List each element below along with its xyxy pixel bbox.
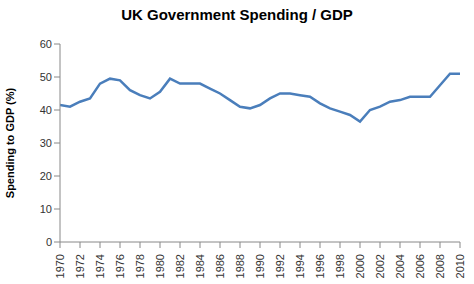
svg-text:10: 10 — [40, 203, 52, 215]
svg-text:1984: 1984 — [194, 254, 206, 278]
svg-text:2000: 2000 — [354, 254, 366, 278]
svg-text:1998: 1998 — [334, 254, 346, 278]
svg-text:1994: 1994 — [294, 254, 306, 278]
svg-text:Spending to GDP (%): Spending to GDP (%) — [8, 87, 16, 198]
svg-text:1976: 1976 — [114, 254, 126, 278]
svg-text:1978: 1978 — [134, 254, 146, 278]
html-text:UK Government Spending / GDP: UK Government Spending / GDP — [121, 6, 353, 23]
svg-text:1988: 1988 — [234, 254, 246, 278]
svg-text:1972: 1972 — [74, 254, 86, 278]
svg-text:20: 20 — [40, 170, 52, 182]
svg-text:50: 50 — [40, 71, 52, 83]
svg-text:1970: 1970 — [54, 254, 66, 278]
svg-text:1990: 1990 — [254, 254, 266, 278]
svg-text:0: 0 — [46, 236, 52, 248]
svg-text:60: 60 — [40, 38, 52, 50]
svg-text:30: 30 — [40, 137, 52, 149]
svg-text:40: 40 — [40, 104, 52, 116]
svg-text:1980: 1980 — [154, 254, 166, 278]
svg-text:2008: 2008 — [434, 254, 446, 278]
svg-text:2002: 2002 — [374, 254, 386, 278]
svg-text:2004: 2004 — [394, 254, 406, 278]
svg-text:1986: 1986 — [214, 254, 226, 278]
svg-text:1974: 1974 — [94, 254, 106, 278]
svg-text:1992: 1992 — [274, 254, 286, 278]
svg-text:1996: 1996 — [314, 254, 326, 278]
svg-text:2010: 2010 — [454, 254, 466, 278]
svg-text:2006: 2006 — [414, 254, 426, 278]
svg-text:1982: 1982 — [174, 254, 186, 278]
